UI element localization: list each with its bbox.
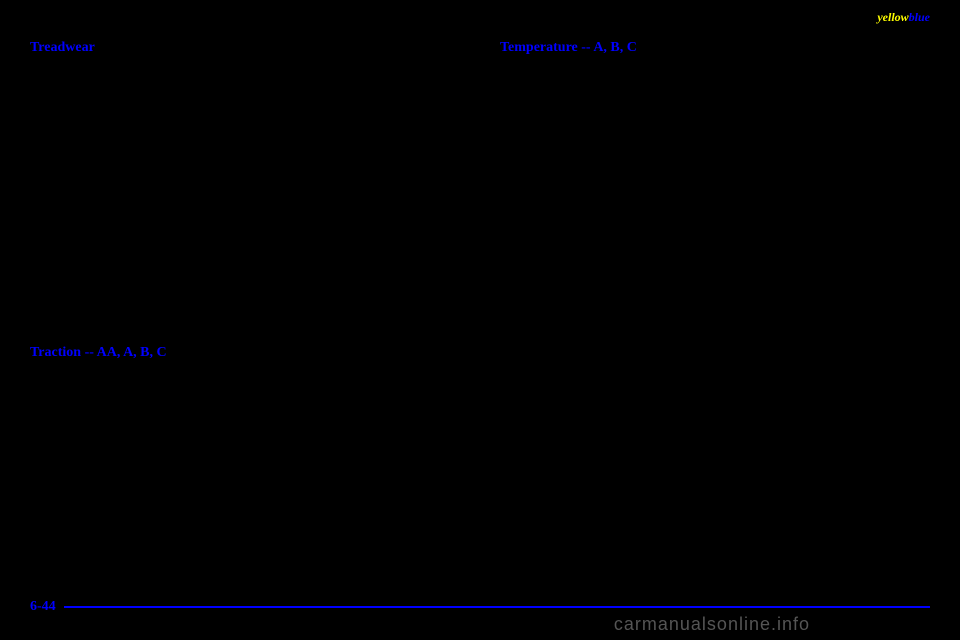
treadwear-body: The treadwear grade is a comparative rat… [30, 64, 460, 165]
footer: 6-44 [30, 599, 930, 615]
temperature-heading: Temperature -- A, B, C [500, 40, 930, 56]
traction-body: The traction grades, from highest to low… [30, 369, 460, 470]
header-yellow-text: yellow [877, 10, 908, 24]
left-column: Treadwear The treadwear grade is a compa… [30, 40, 460, 580]
header-blue-text: blue [909, 10, 930, 24]
footer-line [64, 606, 930, 608]
watermark: carmanualsonline.info [614, 614, 810, 635]
temperature-body: The temperature grades are A (the highes… [500, 64, 930, 249]
content-area: Treadwear The treadwear grade is a compa… [30, 40, 930, 580]
traction-heading: Traction -- AA, A, B, C [30, 345, 460, 361]
page-number: 6-44 [30, 599, 56, 615]
header-marker: yellowblue [877, 10, 930, 25]
treadwear-heading: Treadwear [30, 40, 460, 56]
right-column: Temperature -- A, B, C The temperature g… [500, 40, 930, 580]
